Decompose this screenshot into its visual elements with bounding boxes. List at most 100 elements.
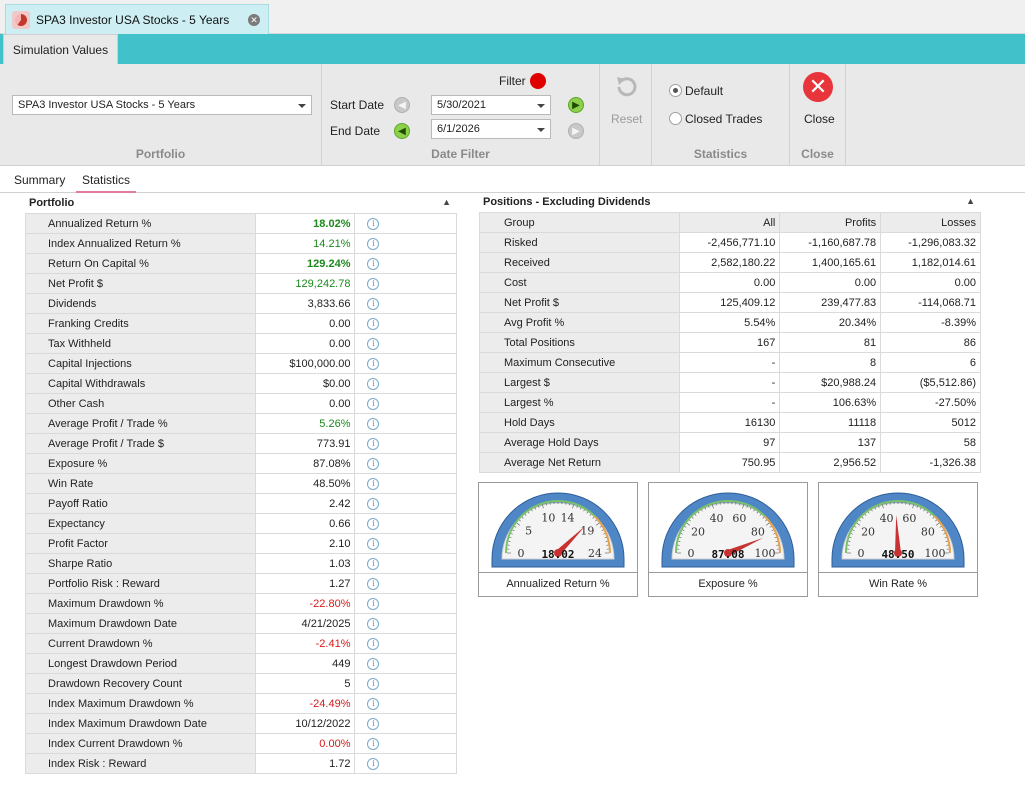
column-header: All	[678, 212, 781, 233]
metric-label: Portfolio Risk : Reward	[25, 573, 256, 594]
info-cell: i	[354, 713, 457, 734]
cell-value: 81	[779, 332, 882, 353]
default-radio-label[interactable]: Default	[685, 84, 724, 98]
info-icon[interactable]: i	[367, 338, 380, 350]
gauge-tick	[589, 514, 592, 516]
info-icon[interactable]: i	[367, 378, 380, 390]
info-icon[interactable]: i	[367, 478, 380, 490]
info-icon[interactable]: i	[367, 278, 380, 290]
gauge-tick	[742, 504, 745, 509]
collapse-icon[interactable]: ▲	[966, 196, 975, 206]
metric-label: Index Risk : Reward	[25, 753, 256, 774]
cell-value: ($5,512.86)	[880, 372, 981, 393]
info-icon[interactable]: i	[367, 218, 380, 230]
info-icon[interactable]: i	[367, 358, 380, 370]
info-icon[interactable]: i	[367, 598, 380, 610]
metric-label: Profit Factor	[25, 533, 256, 554]
cell-value: -1,326.38	[880, 452, 981, 473]
info-icon[interactable]: i	[367, 438, 380, 450]
row-label: Risked	[479, 232, 680, 253]
end-date-picker[interactable]: 6/1/2026	[431, 119, 551, 139]
start-date-picker[interactable]: 5/30/2021	[431, 95, 551, 115]
chevron-down-icon	[537, 104, 545, 108]
gauge-tick	[929, 514, 932, 516]
metric-label: Current Drawdown %	[25, 633, 256, 654]
info-icon[interactable]: i	[367, 758, 380, 770]
gauge-tick	[579, 507, 582, 510]
info-icon[interactable]: i	[367, 538, 380, 550]
end-date-prev-icon[interactable]: ◀	[394, 123, 410, 139]
info-icon[interactable]: i	[367, 238, 380, 250]
start-date-next-icon[interactable]: ▶	[568, 97, 584, 113]
gauge-tick	[541, 504, 544, 509]
view-tab-bar: Summary Statistics	[0, 167, 1025, 193]
info-icon[interactable]: i	[367, 418, 380, 430]
gauge-tick	[926, 511, 929, 514]
info-icon[interactable]: i	[367, 518, 380, 530]
info-icon[interactable]: i	[367, 318, 380, 330]
info-icon[interactable]: i	[367, 558, 380, 570]
close-button[interactable]: ✕ Close	[790, 70, 846, 130]
table-row: Current Drawdown % -2.41% i	[25, 633, 457, 654]
closed-trades-radio[interactable]	[669, 112, 682, 125]
closed-trades-radio-label[interactable]: Closed Trades	[685, 112, 763, 126]
cell-value: 5012	[880, 412, 981, 433]
info-icon[interactable]: i	[367, 258, 380, 270]
gauge-band	[675, 500, 766, 554]
info-icon[interactable]: i	[367, 658, 380, 670]
table-row: Received 2,582,180.22 1,400,165.61 1,182,01…	[479, 252, 981, 273]
table-row: Tax Withheld 0.00 i	[25, 333, 457, 354]
info-icon[interactable]: i	[367, 698, 380, 710]
date-filter-group-label: Date Filter	[431, 147, 490, 161]
info-cell: i	[354, 593, 457, 614]
info-icon[interactable]: i	[367, 618, 380, 630]
cell-value: 58	[880, 432, 981, 453]
metric-label: Average Profit / Trade $	[25, 433, 256, 454]
close-tab-icon[interactable]: ✕	[248, 13, 260, 26]
ribbon: SPA3 Investor USA Stocks - 5 Years Portf…	[0, 64, 1025, 166]
default-radio[interactable]	[669, 84, 682, 97]
info-icon[interactable]: i	[367, 498, 380, 510]
info-cell: i	[354, 533, 457, 554]
reset-button[interactable]: Reset	[600, 70, 652, 130]
tab-summary[interactable]: Summary	[14, 173, 66, 187]
info-icon[interactable]: i	[367, 578, 380, 590]
gauge-value: 48.50	[881, 548, 914, 561]
gauge-tick-label: 100	[755, 547, 776, 560]
info-icon[interactable]: i	[367, 678, 380, 690]
info-icon[interactable]: i	[367, 398, 380, 410]
metric-value: 0.00%	[254, 733, 356, 754]
info-icon[interactable]: i	[367, 738, 380, 750]
table-header-row: Group All Profits Losses	[479, 212, 981, 233]
metric-value: -2.41%	[254, 633, 356, 654]
collapse-icon[interactable]: ▲	[442, 197, 451, 207]
table-row: Index Current Drawdown % 0.00% i	[25, 733, 457, 754]
start-date-prev-icon[interactable]: ◀	[394, 97, 410, 113]
tab-statistics[interactable]: Statistics	[76, 171, 137, 193]
info-cell: i	[354, 393, 457, 414]
tab-simulation-values[interactable]: Simulation Values	[3, 34, 118, 64]
cell-value: 0.00	[678, 272, 781, 293]
document-tab[interactable]: SPA3 Investor USA Stocks - 5 Years ✕	[5, 4, 269, 34]
metric-label: Maximum Drawdown %	[25, 593, 256, 614]
gauge-tick	[765, 522, 770, 526]
end-date-next-icon[interactable]: ▶	[568, 123, 584, 139]
table-row: Other Cash 0.00 i	[25, 393, 457, 414]
metric-value: 10/12/2022	[254, 713, 356, 734]
info-cell: i	[354, 633, 457, 654]
metric-value: -24.49%	[254, 693, 356, 714]
gauge-tick	[923, 509, 925, 512]
gauge-tick	[534, 507, 537, 510]
info-icon[interactable]: i	[367, 298, 380, 310]
cell-value: 20.34%	[779, 312, 882, 333]
info-icon[interactable]: i	[367, 458, 380, 470]
gauge-tick-label: 40	[880, 512, 894, 525]
end-date-value: 6/1/2026	[437, 123, 480, 135]
info-icon[interactable]: i	[367, 718, 380, 730]
info-icon[interactable]: i	[367, 638, 380, 650]
metric-label: Return On Capital %	[25, 253, 256, 274]
gauge-tick	[765, 519, 767, 522]
gauge-caption: Annualized Return %	[479, 572, 637, 596]
portfolio-select[interactable]: SPA3 Investor USA Stocks - 5 Years	[12, 95, 312, 115]
filter-indicator-icon[interactable]	[530, 73, 546, 89]
